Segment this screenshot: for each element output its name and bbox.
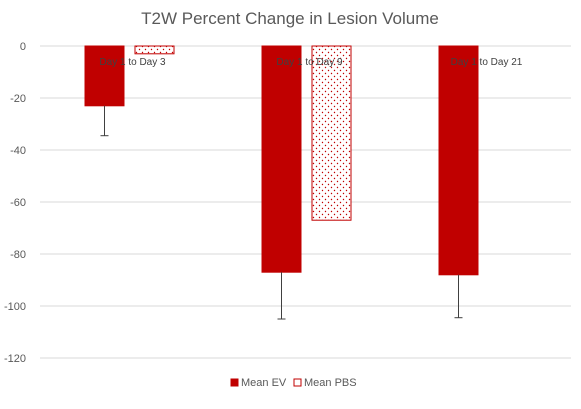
bar-mean-pbs xyxy=(311,45,352,221)
y-tick-label: -80 xyxy=(10,249,26,261)
legend-swatch xyxy=(293,378,302,387)
bar-mean-ev xyxy=(438,45,479,276)
gridlines xyxy=(40,45,571,359)
legend-label: Mean PBS xyxy=(304,377,357,389)
legend-swatch xyxy=(230,378,239,387)
y-axis: 0 -20 -40 -60 -80 -100 -120 xyxy=(4,41,26,365)
bar-mean-ev xyxy=(261,45,302,273)
category-label: Day 1 to Day 9 xyxy=(276,57,343,68)
chart-title: T2W Percent Change in Lesion Volume xyxy=(141,9,439,28)
category-label: Day 1 to Day 21 xyxy=(451,57,523,68)
legend: Mean EV Mean PBS xyxy=(230,377,357,389)
category-labels: Day 1 to Day 3 Day 1 to Day 9 Day 1 to Day… xyxy=(99,57,522,68)
bar-mean-ev xyxy=(84,45,125,107)
bars xyxy=(84,45,479,276)
y-tick-label: -60 xyxy=(10,197,26,209)
y-tick-label: -40 xyxy=(10,145,26,157)
error-bars xyxy=(100,105,463,320)
category-label: Day 1 to Day 3 xyxy=(99,57,166,68)
y-tick-label: -20 xyxy=(10,93,26,105)
y-tick-label: -120 xyxy=(4,353,26,365)
bar-mean-pbs xyxy=(134,45,175,55)
legend-label: Mean EV xyxy=(241,377,287,389)
y-tick-label: -100 xyxy=(4,301,26,313)
y-tick-label: 0 xyxy=(20,41,26,53)
